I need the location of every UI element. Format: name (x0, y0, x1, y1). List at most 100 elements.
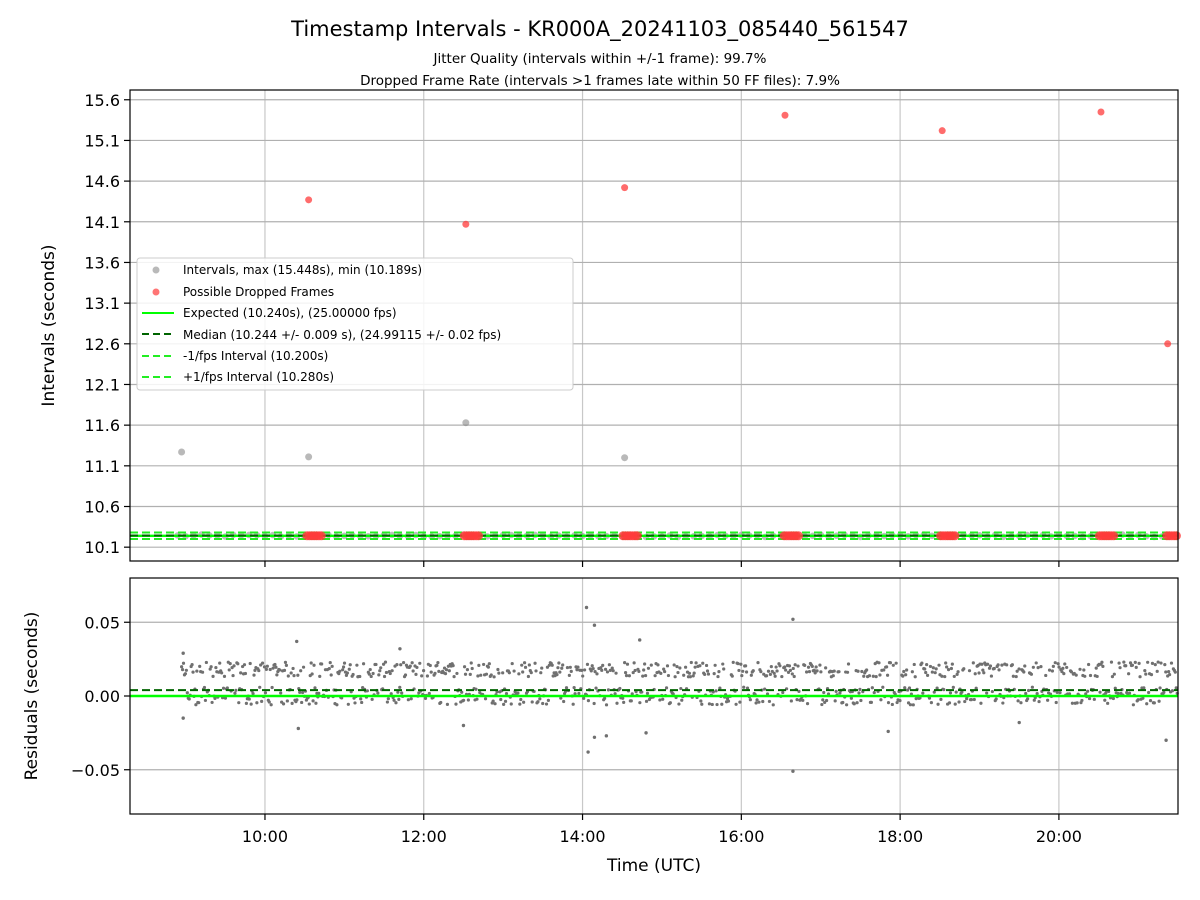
residual-point (370, 697, 374, 701)
y-tick-label: 14.6 (84, 172, 120, 191)
residual-point (489, 673, 493, 677)
residual-point (865, 668, 869, 672)
residual-point (757, 700, 761, 704)
residual-point (210, 700, 214, 705)
residual-point (289, 671, 293, 675)
residual-point (822, 690, 826, 695)
residual-point (986, 662, 990, 666)
residual-point (190, 663, 194, 667)
residual-point (630, 692, 634, 696)
residuals-x-ticks: 10:00 12:00 14:00 16:00 18:00 20:00 (242, 814, 1082, 846)
residual-point (894, 661, 898, 665)
residual-point (181, 651, 185, 655)
residual-point (576, 665, 580, 669)
y-tick-label: 14.1 (84, 213, 120, 232)
residual-point (1026, 697, 1030, 701)
residual-point (571, 702, 575, 706)
residual-point (890, 702, 894, 707)
residual-point (512, 669, 516, 673)
residual-point (260, 699, 264, 703)
residual-point (939, 697, 943, 701)
residual-point (805, 702, 810, 706)
residual-point (988, 664, 993, 668)
residual-point (264, 667, 268, 671)
residual-point (496, 667, 500, 672)
legend-label-plus-fps: +1/fps Interval (10.280s) (183, 370, 334, 384)
residual-point (687, 671, 692, 675)
residual-point (400, 691, 404, 695)
residual-point (905, 688, 910, 692)
residual-point (1055, 690, 1059, 694)
residual-point (599, 666, 603, 670)
intervals-y-ticks: 10.1 10.6 11.1 11.6 12.1 12.6 13.1 13.6 14.1 14.6… (84, 91, 130, 557)
residual-point (672, 663, 676, 667)
residual-point (497, 671, 501, 675)
intervals-axes-frame (129, 89, 1179, 562)
residual-point (666, 673, 671, 678)
residual-point (1157, 699, 1161, 703)
residual-point (1000, 663, 1004, 667)
residual-point (780, 674, 784, 679)
residual-point (389, 692, 393, 696)
residual-point (1017, 667, 1021, 671)
residual-point (501, 671, 505, 675)
residual-point (1148, 699, 1153, 703)
residual-point (1094, 666, 1098, 670)
residual-point (317, 691, 321, 695)
y-tick-label: 10.6 (84, 497, 120, 516)
residual-point (855, 701, 859, 705)
residual-point (703, 672, 707, 677)
residual-point (722, 667, 726, 671)
dropped-frame-point (462, 220, 470, 228)
residual-point (469, 661, 473, 665)
residual-point (1150, 661, 1155, 665)
residual-point (1087, 696, 1092, 701)
residual-point (1075, 701, 1079, 705)
residual-point (329, 673, 333, 677)
residual-point (795, 698, 799, 702)
residual-point (1029, 672, 1034, 676)
residual-point (1082, 668, 1086, 672)
residual-point (365, 689, 369, 693)
residual-point (595, 672, 599, 676)
residual-point (401, 660, 406, 665)
residual-point (885, 665, 889, 669)
residual-point (202, 685, 207, 690)
residual-point (184, 668, 188, 672)
residual-point (1037, 699, 1041, 704)
y-tick-label: 11.6 (84, 416, 120, 435)
residual-point (1141, 696, 1145, 700)
residual-point (353, 701, 357, 705)
interval-point (305, 453, 313, 461)
residual-point (564, 686, 569, 690)
residual-point (585, 662, 590, 666)
residual-point (310, 672, 314, 676)
residual-point (361, 662, 366, 666)
residual-point (833, 699, 837, 703)
residual-point (397, 697, 401, 701)
residual-point (944, 661, 948, 665)
residual-point (903, 686, 907, 690)
residual-point (765, 692, 770, 696)
residual-point (754, 701, 758, 705)
residual-point (947, 701, 952, 705)
residual-point (781, 690, 785, 695)
residual-point (536, 700, 540, 704)
residual-point (509, 702, 513, 706)
residual-point (376, 691, 380, 695)
residual-point (341, 665, 346, 669)
residual-point (789, 699, 793, 703)
residual-point (689, 660, 693, 665)
residual-point (990, 689, 994, 694)
residual-point (1164, 670, 1168, 674)
residual-point (251, 691, 255, 696)
residual-point (526, 674, 530, 679)
residual-point (452, 675, 456, 679)
residual-point (946, 668, 951, 672)
residual-point (608, 668, 612, 672)
residual-point (773, 674, 777, 678)
residual-point (882, 668, 886, 672)
residual-point (1050, 669, 1054, 673)
residual-point (718, 686, 722, 690)
residual-point (692, 671, 696, 675)
